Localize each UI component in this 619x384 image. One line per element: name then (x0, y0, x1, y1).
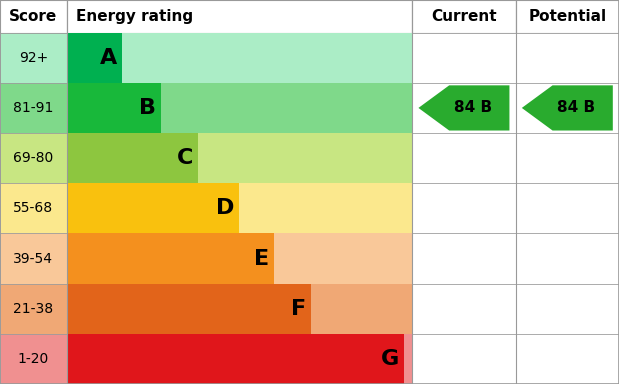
Bar (0, 33, 67, 83)
Text: Potential: Potential (528, 9, 607, 24)
Text: C: C (176, 148, 193, 168)
Bar (412, 183, 516, 233)
Text: B: B (139, 98, 156, 118)
Text: 69-80: 69-80 (13, 151, 54, 165)
Bar (0, 133, 67, 183)
Text: 1-20: 1-20 (18, 352, 49, 366)
Bar (67, 0, 412, 33)
Bar (67, 284, 412, 334)
Bar (67, 183, 239, 233)
Bar (412, 83, 516, 133)
Polygon shape (418, 85, 509, 131)
Text: E: E (254, 248, 269, 268)
Bar (67, 133, 412, 183)
Bar (67, 133, 198, 183)
Bar (0, 83, 67, 133)
Text: Energy rating: Energy rating (76, 9, 193, 24)
Bar (412, 284, 516, 334)
Text: 84 B: 84 B (558, 101, 595, 116)
Bar (67, 233, 412, 284)
Text: Score: Score (9, 9, 58, 24)
Bar (67, 33, 121, 83)
Text: 39-54: 39-54 (14, 252, 53, 265)
Bar (0, 334, 67, 384)
Bar (67, 334, 404, 384)
Bar (412, 233, 516, 284)
Bar (0, 284, 67, 334)
Bar (67, 284, 311, 334)
Bar (0, 0, 67, 33)
Bar (67, 83, 161, 133)
Bar (0, 183, 67, 233)
Bar (412, 133, 516, 183)
Polygon shape (522, 85, 613, 131)
Text: F: F (291, 299, 306, 319)
Text: 55-68: 55-68 (14, 201, 53, 215)
Bar (516, 83, 619, 133)
Text: 84 B: 84 B (454, 101, 492, 116)
Bar (412, 33, 516, 83)
Bar (412, 334, 516, 384)
Text: 92+: 92+ (19, 51, 48, 65)
Bar (516, 33, 619, 83)
Bar (67, 83, 412, 133)
Text: A: A (100, 48, 116, 68)
Bar (516, 233, 619, 284)
Bar (0, 233, 67, 284)
Bar (516, 284, 619, 334)
Bar (516, 334, 619, 384)
Bar (67, 33, 412, 83)
Text: 21-38: 21-38 (14, 302, 53, 316)
Bar (516, 183, 619, 233)
Text: G: G (381, 349, 399, 369)
Bar (516, 133, 619, 183)
Text: D: D (216, 198, 234, 218)
Bar (67, 334, 412, 384)
Bar (412, 0, 516, 33)
Text: Current: Current (431, 9, 497, 24)
Text: 81-91: 81-91 (13, 101, 54, 115)
Bar (516, 0, 619, 33)
Bar (67, 233, 274, 284)
Bar (67, 183, 412, 233)
